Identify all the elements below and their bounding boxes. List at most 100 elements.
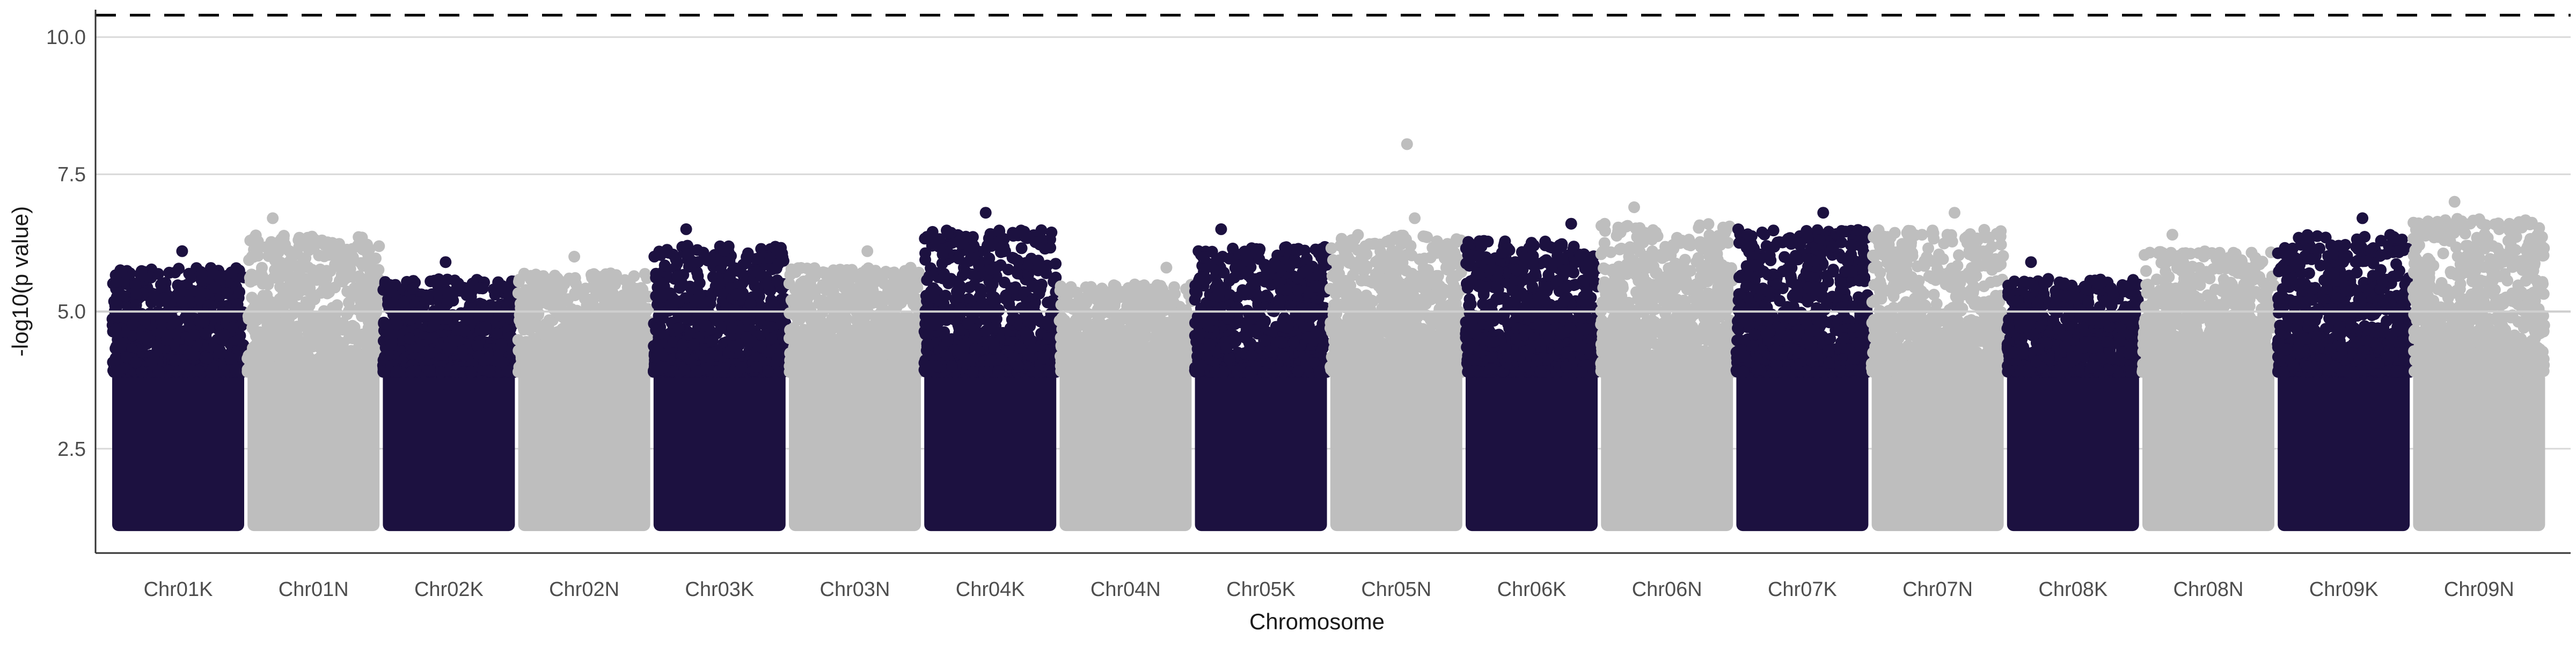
snp-point	[550, 357, 561, 369]
snp-point	[671, 270, 683, 282]
snp-point	[158, 292, 170, 304]
snp-point	[278, 335, 290, 347]
snp-point	[452, 324, 464, 336]
snp-point	[337, 317, 349, 329]
snp-point	[348, 366, 360, 378]
snp-point	[679, 364, 691, 376]
snp-point	[766, 332, 778, 344]
snp-point	[598, 328, 610, 340]
snp-point	[110, 323, 122, 335]
snp-point	[176, 296, 188, 308]
snp-point	[188, 329, 200, 341]
snp-point	[161, 334, 173, 346]
snp-point	[233, 286, 245, 298]
snp-point	[446, 342, 458, 354]
snp-point	[147, 352, 159, 364]
snp-point	[275, 324, 287, 336]
snp-point	[492, 277, 504, 288]
snp-point	[533, 350, 545, 361]
snp-point	[361, 239, 373, 251]
snp-point	[773, 308, 785, 320]
snp-point	[537, 360, 549, 372]
snp-point	[331, 299, 343, 311]
snp-point	[250, 234, 261, 246]
snp-point	[514, 361, 525, 373]
snp-point	[480, 322, 492, 333]
snp-point	[198, 316, 210, 328]
snp-point	[763, 252, 775, 264]
snp-point	[557, 329, 568, 341]
chromosome-points-chr03k	[648, 223, 792, 531]
snp-point	[261, 319, 273, 331]
snp-point	[111, 340, 122, 352]
snp-point	[691, 266, 703, 278]
snp-point	[225, 266, 237, 278]
snp-point	[594, 363, 605, 375]
peak-point	[680, 223, 692, 235]
snp-point	[404, 332, 415, 344]
snp-point	[386, 339, 398, 351]
snp-point	[265, 236, 277, 248]
snp-point	[462, 312, 474, 324]
snp-point	[274, 293, 286, 305]
snp-point	[633, 353, 645, 365]
snp-point	[356, 307, 368, 319]
points-dense-region	[789, 372, 921, 531]
snp-point	[653, 245, 665, 257]
snp-point	[524, 336, 536, 348]
snp-point	[207, 362, 219, 374]
snp-point	[111, 299, 123, 310]
snp-point	[248, 272, 260, 284]
snp-point	[556, 284, 568, 296]
snp-point	[269, 254, 281, 266]
snp-point	[422, 292, 434, 304]
snp-point	[287, 354, 299, 366]
snp-point	[435, 366, 447, 378]
peak-point	[267, 212, 279, 224]
peak-point	[568, 251, 580, 263]
snp-point	[313, 266, 325, 278]
snp-point	[551, 295, 563, 307]
points-dense-region	[654, 372, 786, 531]
snp-point	[227, 322, 239, 333]
snp-point	[714, 278, 726, 289]
peak-point	[176, 245, 188, 257]
snp-point	[719, 245, 730, 257]
snp-point	[169, 354, 181, 366]
snp-point	[391, 366, 402, 377]
snp-point	[607, 288, 619, 300]
snp-point	[523, 324, 535, 336]
chromosome-points-chr02k	[377, 256, 521, 531]
snp-point	[281, 268, 292, 280]
snp-point	[650, 268, 662, 280]
snp-point	[543, 338, 555, 350]
snp-point	[200, 328, 212, 340]
snp-point	[655, 328, 667, 339]
snp-point	[587, 297, 598, 309]
snp-point	[139, 314, 151, 326]
snp-point	[771, 355, 783, 367]
snp-point	[424, 365, 436, 377]
snp-point	[363, 322, 375, 334]
snp-point	[485, 299, 496, 311]
snp-point	[685, 283, 697, 295]
snp-point	[635, 282, 647, 294]
snp-point	[659, 259, 671, 271]
snp-point	[527, 272, 539, 284]
snp-point	[319, 344, 331, 355]
snp-point	[672, 323, 684, 335]
snp-point	[766, 264, 778, 275]
chromosome-points-chr01n	[241, 212, 385, 531]
snp-point	[580, 282, 591, 294]
snp-point	[519, 293, 531, 304]
snp-point	[775, 242, 787, 254]
snp-point	[604, 308, 616, 319]
snp-point	[193, 286, 204, 297]
snp-point	[286, 257, 297, 268]
snp-point	[144, 335, 156, 346]
snp-point	[564, 273, 575, 285]
snp-point	[656, 349, 668, 361]
snp-point	[277, 366, 289, 378]
snp-point	[421, 346, 433, 358]
